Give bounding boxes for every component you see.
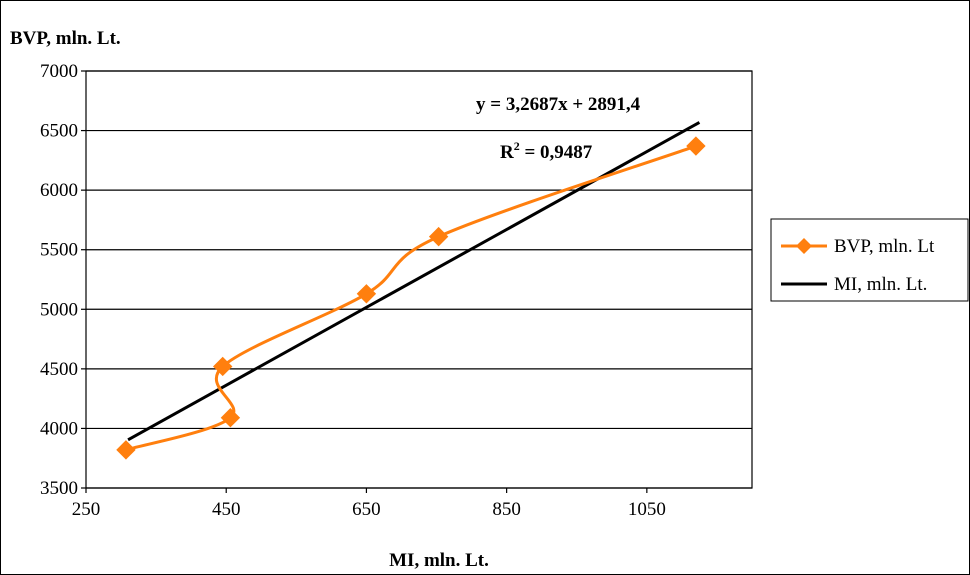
legend-box — [770, 218, 969, 302]
x-tick-label-1050: 1050 — [628, 499, 666, 520]
x-tick-label-250: 250 — [72, 499, 101, 520]
legend-marker-bvp — [796, 238, 812, 254]
r2-superscript: 2 — [514, 139, 520, 153]
y-tick-label-4000: 4000 — [40, 418, 78, 439]
x-tick-label-450: 450 — [212, 499, 241, 520]
x-axis-title: MI, mln. Lt. — [389, 550, 489, 571]
y-tick-label-3500: 3500 — [40, 478, 78, 499]
data-point-bvp-0 — [116, 440, 136, 460]
data-point-bvp-4 — [428, 226, 449, 247]
y-axis-ticks: 3500 4000 4500 5000 5500 6000 6500 7000 — [40, 61, 86, 499]
legend-label-mi: MI, mln. Lt. — [834, 274, 927, 295]
y-tick-label-7000: 7000 — [40, 61, 78, 82]
data-point-bvp-3 — [356, 284, 377, 304]
r2-value: = 0,9487 — [520, 142, 593, 163]
trendline-r-squared: R2 = 0,9487 — [500, 139, 593, 163]
y-tick-label-5000: 5000 — [40, 299, 78, 320]
x-tick-label-650: 650 — [352, 499, 381, 520]
series-layer — [116, 121, 706, 460]
legend-label-bvp: BVP, mln. Lt — [834, 236, 935, 257]
r2-prefix: R — [500, 142, 514, 163]
trendline-equation: y = 3,2687x + 2891,4 — [476, 94, 641, 115]
legend: BVP, mln. Lt MI, mln. Lt. — [770, 218, 969, 302]
y-tick-label-4500: 4500 — [40, 359, 78, 380]
data-point-bvp-2 — [212, 356, 233, 377]
data-point-bvp-5 — [686, 136, 706, 156]
x-axis-ticks: 250 450 650 850 1050 — [72, 488, 666, 520]
y-tick-label-6000: 6000 — [40, 180, 78, 201]
y-tick-label-6500: 6500 — [40, 121, 78, 142]
x-tick-label-850: 850 — [492, 499, 521, 520]
y-tick-label-5500: 5500 — [40, 240, 78, 261]
data-point-bvp-1 — [220, 407, 241, 428]
y-axis-title: BVP, mln. Lt. — [10, 28, 121, 49]
trendline-mi — [127, 121, 701, 442]
grid-lines — [86, 70, 752, 489]
